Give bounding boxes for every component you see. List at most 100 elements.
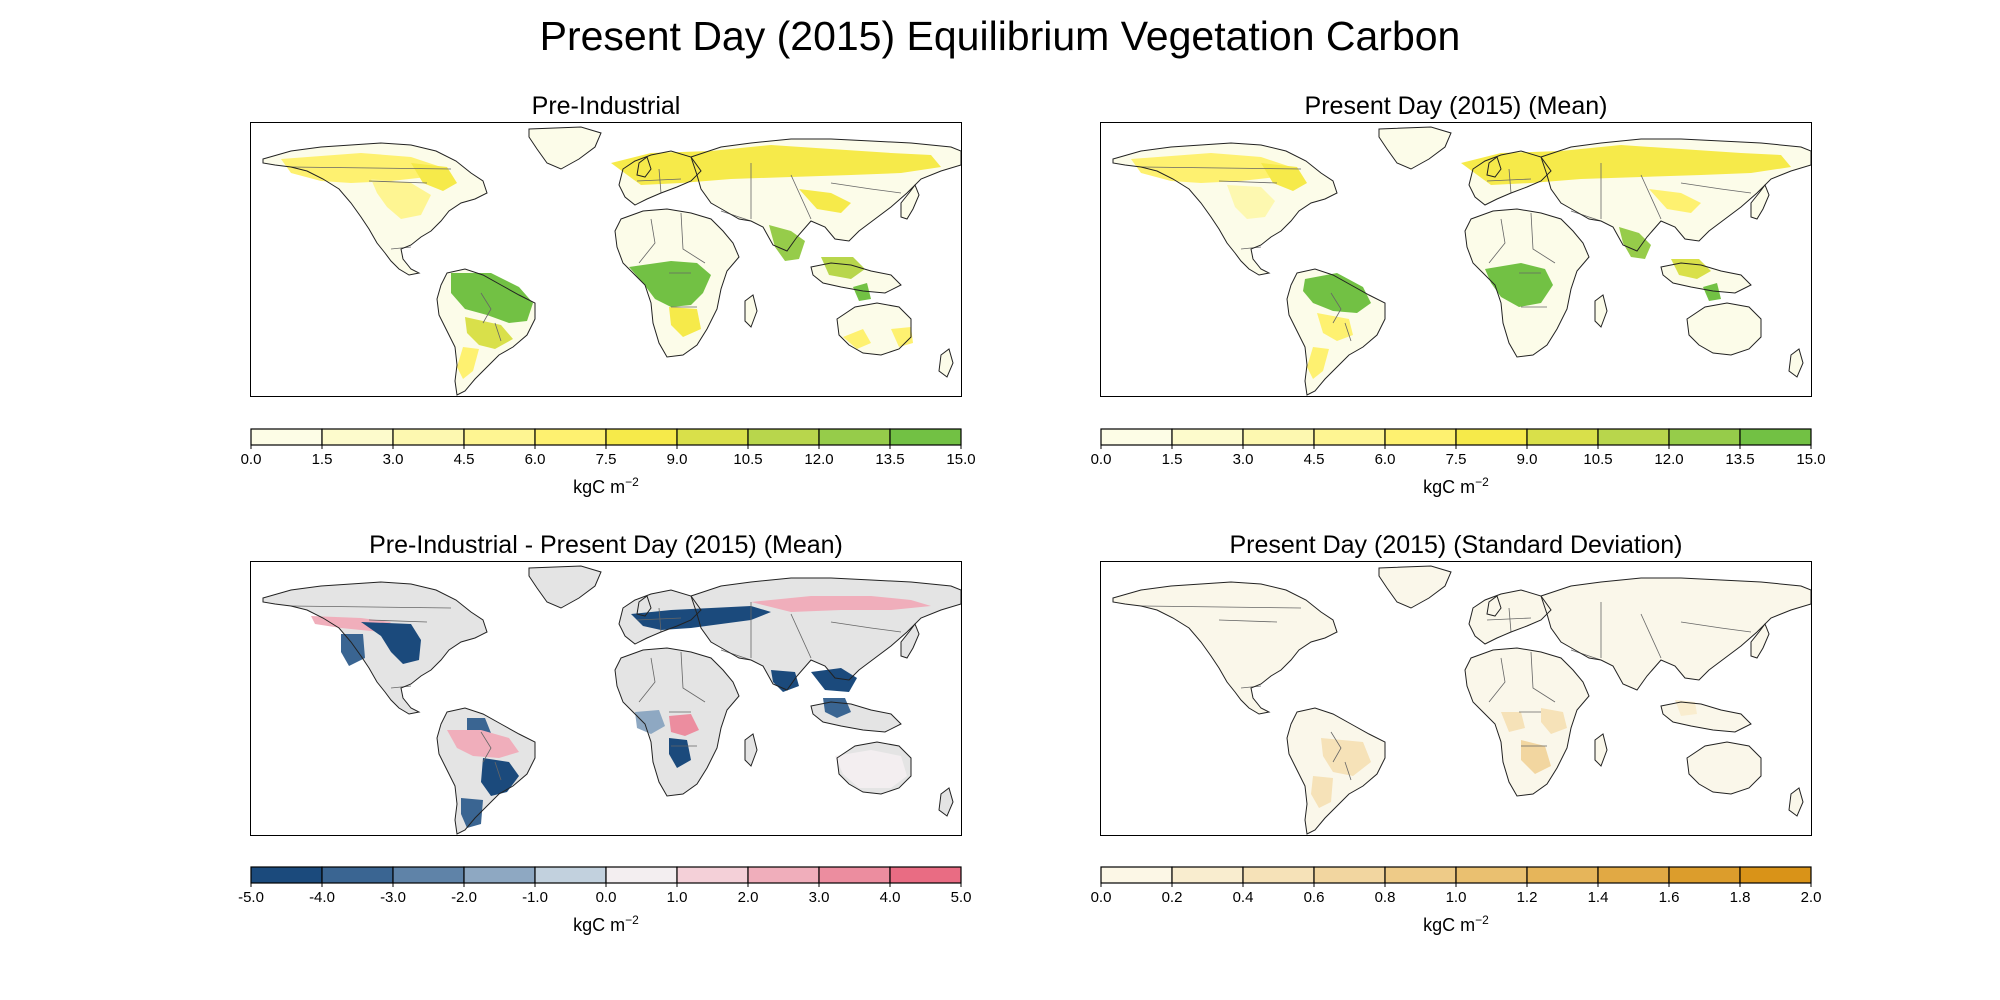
colorbar-unit-label: kgC m−2 bbox=[1100, 472, 1812, 497]
coastline-japan bbox=[1750, 622, 1770, 659]
coastline-africa bbox=[614, 208, 740, 358]
country-border bbox=[1640, 613, 1662, 659]
colorbar-segment bbox=[1100, 866, 1173, 884]
coastline-asia bbox=[1540, 138, 1811, 252]
coastline-nz bbox=[1788, 348, 1804, 378]
country-border bbox=[368, 619, 428, 623]
country-border bbox=[636, 178, 682, 182]
field-region bbox=[447, 730, 519, 758]
land-australia bbox=[1687, 742, 1761, 794]
country-border bbox=[1330, 731, 1342, 763]
colorbar-segment bbox=[250, 866, 323, 884]
country-border bbox=[1240, 685, 1262, 689]
land-namerica bbox=[1113, 582, 1337, 714]
world-map bbox=[1112, 126, 1811, 396]
coastline-greenland bbox=[1378, 565, 1452, 609]
border-layer bbox=[290, 163, 902, 342]
country-border bbox=[1570, 210, 1602, 222]
colorbar-tick-label: 1.2 bbox=[1517, 889, 1538, 906]
country-border bbox=[1570, 649, 1602, 661]
field-region bbox=[821, 257, 865, 279]
country-border bbox=[1488, 218, 1506, 264]
field-region bbox=[669, 738, 691, 768]
country-border bbox=[290, 605, 452, 609]
colorbar-tick-label: 2.0 bbox=[1801, 889, 1822, 906]
coastline-europe bbox=[1468, 589, 1552, 645]
colorbar-tick-label: 0.4 bbox=[1233, 889, 1254, 906]
unit-text: kgC m bbox=[1423, 915, 1476, 935]
colorbar-segment bbox=[1526, 866, 1599, 884]
colorbar-segment bbox=[534, 428, 607, 446]
country-border bbox=[1218, 619, 1278, 623]
colorbar-tick-label: 9.0 bbox=[1517, 451, 1538, 468]
country-border bbox=[1530, 212, 1556, 264]
country-border bbox=[1330, 292, 1342, 324]
coastline-madagascar bbox=[744, 294, 758, 328]
coastline-seasia bbox=[1660, 262, 1752, 294]
colorbar-segment bbox=[463, 428, 536, 446]
field-region bbox=[1703, 283, 1721, 301]
colorbar-tick-label: -2.0 bbox=[451, 889, 477, 906]
colorbar-tick-label: 10.5 bbox=[733, 451, 762, 468]
colorbar-tick-label: 12.0 bbox=[1654, 451, 1683, 468]
field-region bbox=[361, 622, 421, 664]
field-region bbox=[371, 179, 431, 219]
colorbar-segment bbox=[392, 866, 465, 884]
country-border bbox=[1240, 246, 1262, 250]
colorbar-tick-label: 0.2 bbox=[1162, 889, 1183, 906]
field-region bbox=[669, 714, 699, 736]
colorbar-segment bbox=[818, 866, 891, 884]
colorbar-tick-label: 0.6 bbox=[1304, 889, 1325, 906]
field-region bbox=[835, 750, 907, 788]
country-border bbox=[1488, 657, 1506, 703]
field-region bbox=[341, 634, 365, 666]
coastline-greenland bbox=[528, 126, 602, 170]
coastline-uk bbox=[1486, 595, 1502, 617]
colorbar-tick-label: 4.5 bbox=[454, 451, 475, 468]
field-region bbox=[457, 347, 479, 379]
coastline-asia bbox=[1540, 577, 1811, 691]
coastline-europe bbox=[618, 150, 702, 206]
coastline-australia bbox=[836, 302, 912, 356]
colorbar-tick-label: 1.0 bbox=[1446, 889, 1467, 906]
coastline-layer bbox=[1112, 126, 1811, 396]
colorbar-segment bbox=[889, 428, 962, 446]
field-region bbox=[1307, 347, 1329, 379]
colorbar-segment bbox=[1171, 428, 1244, 446]
field-region bbox=[1619, 227, 1651, 259]
country-border bbox=[368, 180, 428, 184]
colorbar-segment bbox=[1384, 866, 1457, 884]
field-region bbox=[1501, 712, 1525, 732]
panel-standard-deviation: Present Day (2015) (Standard Deviation) bbox=[1100, 531, 1812, 861]
coastline-greenland bbox=[1378, 126, 1452, 170]
colorbar-segment bbox=[1739, 866, 1812, 884]
field-region bbox=[451, 273, 533, 323]
coastline-africa bbox=[1464, 208, 1590, 358]
colorbar-tick-label: 5.0 bbox=[951, 889, 972, 906]
field-region bbox=[891, 327, 913, 347]
coastline-namerica bbox=[1112, 142, 1338, 276]
colorbar-tick-label: 10.5 bbox=[1583, 451, 1612, 468]
coastline-uk bbox=[636, 156, 652, 178]
coastline-madagascar bbox=[1594, 733, 1608, 767]
country-border bbox=[290, 166, 452, 170]
panel-present-day-mean: Present Day (2015) (Mean) bbox=[1100, 92, 1812, 422]
field-region bbox=[853, 283, 871, 301]
coastline-japan bbox=[900, 183, 920, 220]
colorbar-tick-label: 9.0 bbox=[667, 451, 688, 468]
colorbar-segment bbox=[1100, 428, 1173, 446]
land-greenland bbox=[529, 127, 601, 169]
coastline-layer bbox=[262, 126, 961, 396]
coastline-australia bbox=[1686, 302, 1762, 356]
colorbar: -5.0 -4.0 -3.0 -2.0 -1.0 0.0 1.0 2.0 3.0 4.0 5.0 bbox=[238, 866, 971, 906]
field-region bbox=[799, 189, 851, 213]
field-region bbox=[669, 307, 701, 337]
colorbar-tick-label: 0.0 bbox=[1091, 451, 1112, 468]
coastline-samerica bbox=[1286, 268, 1386, 396]
colorbar-segment bbox=[605, 428, 678, 446]
colorbar-tick-label: 0.8 bbox=[1375, 889, 1396, 906]
colorbar-segment bbox=[1597, 866, 1670, 884]
colorbar-tick-label: 7.5 bbox=[596, 451, 617, 468]
border-layer bbox=[1140, 602, 1752, 781]
field-region bbox=[1485, 263, 1553, 307]
